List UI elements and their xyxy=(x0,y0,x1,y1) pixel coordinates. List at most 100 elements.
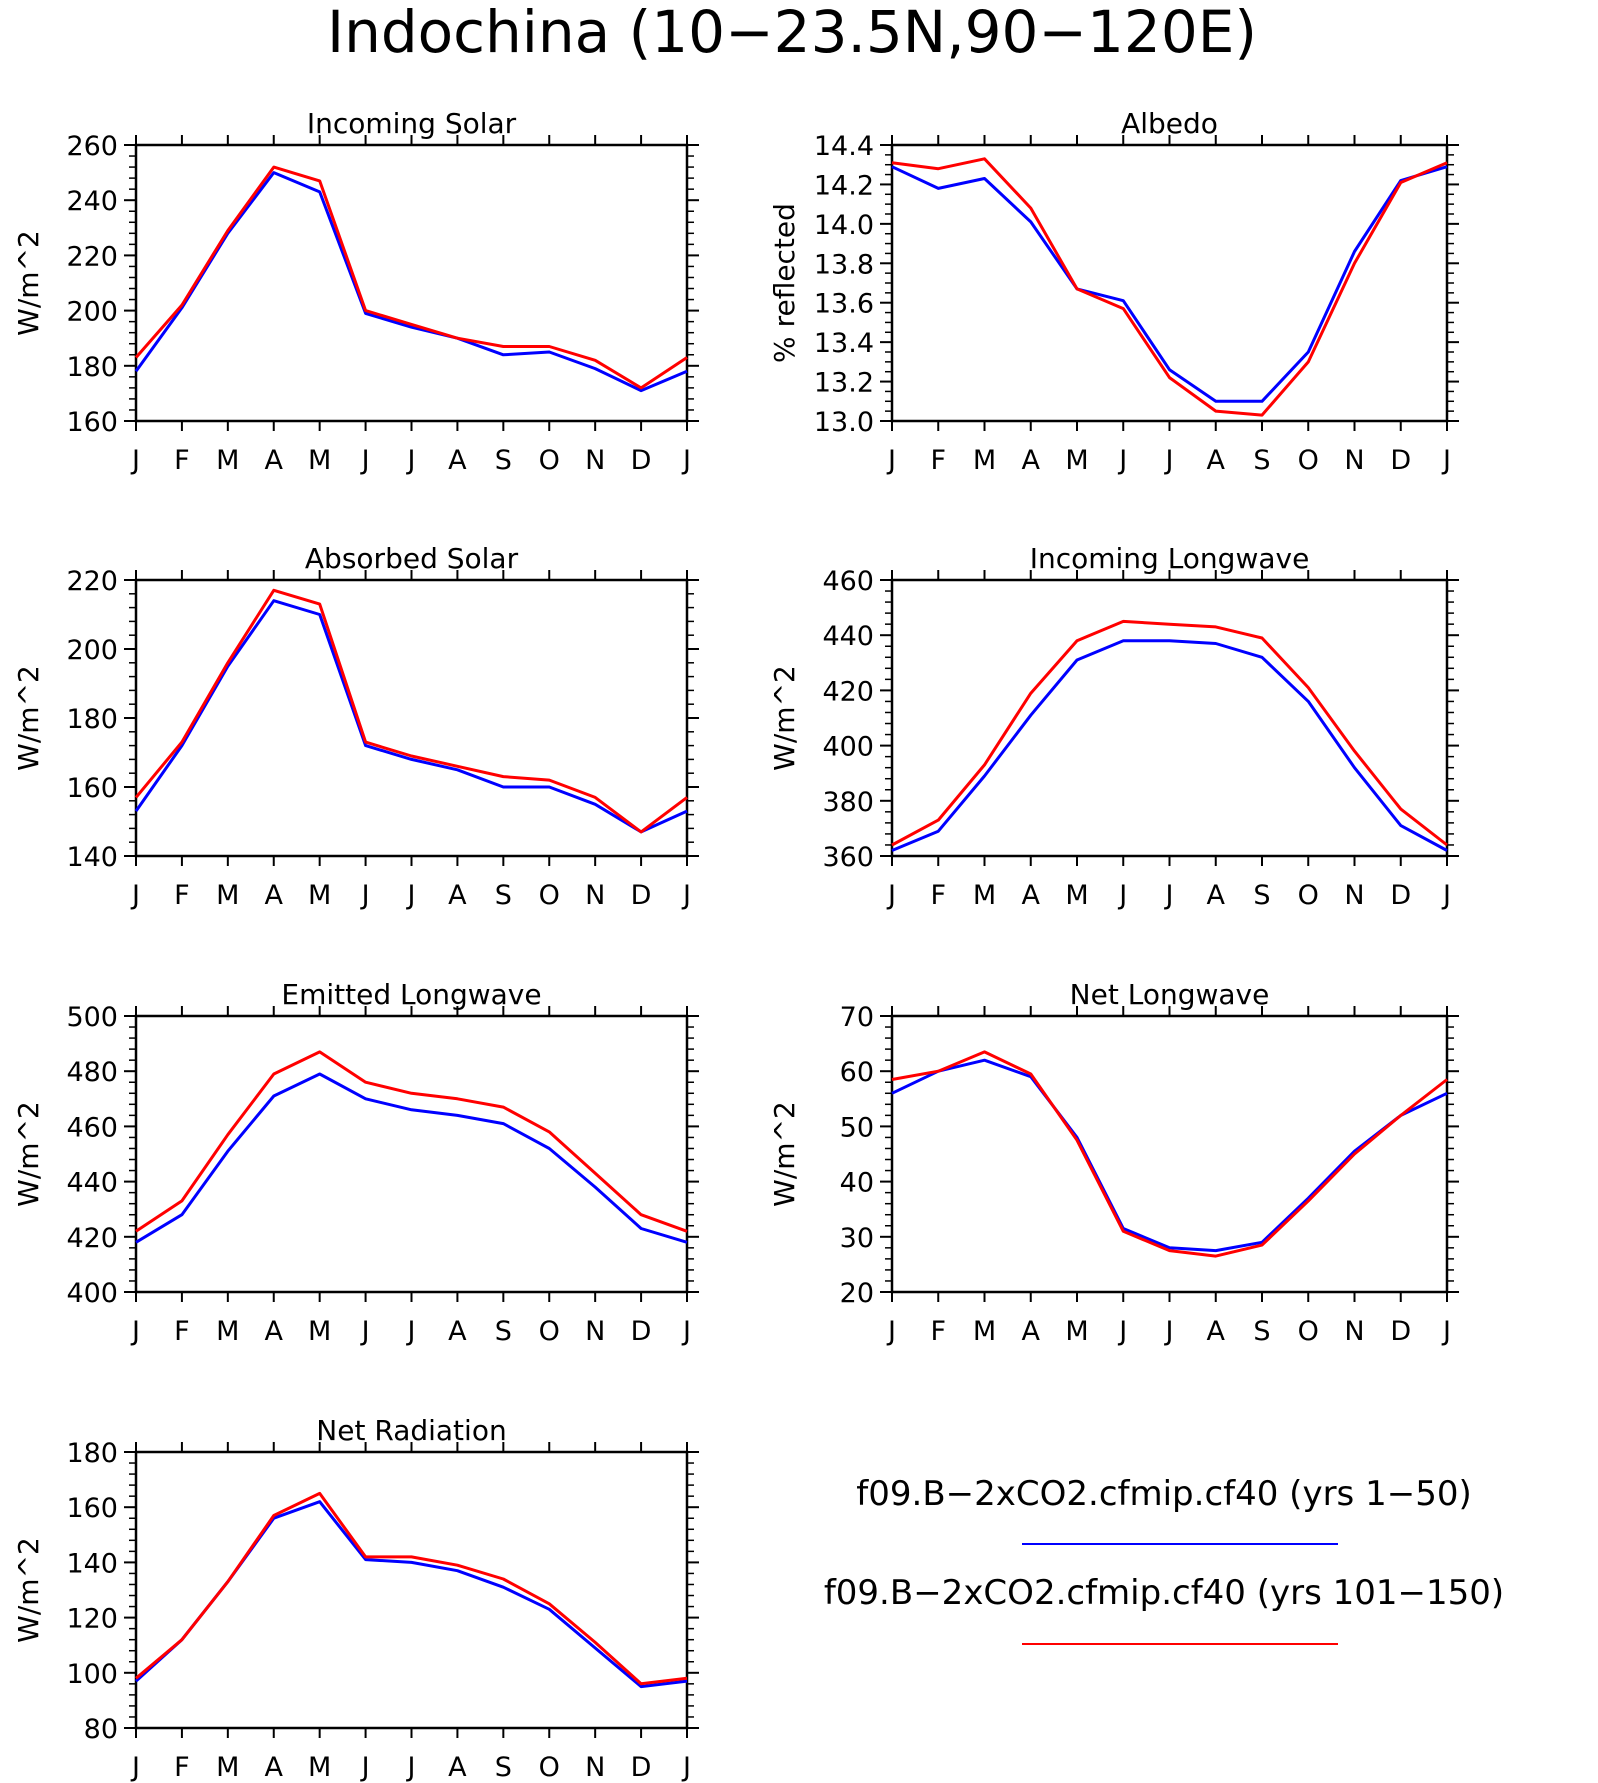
incoming-solar-xtick-label: J xyxy=(130,445,140,476)
net-radiation-ytick-label: 140 xyxy=(66,1548,118,1579)
absorbed-solar-xtick-label: J xyxy=(130,880,140,911)
albedo-series-2-line xyxy=(891,157,1448,417)
albedo-xtick-label: J xyxy=(1117,445,1127,476)
net-longwave-title: Net Longwave xyxy=(1070,978,1270,1011)
absorbed-solar-series-1-line xyxy=(134,599,688,834)
albedo-ylabel: % reflected xyxy=(768,203,801,363)
incoming-solar-xtick-label: J xyxy=(406,445,416,476)
incoming-longwave-ytick-label: 440 xyxy=(822,621,874,652)
incoming-solar-xtick-label: A xyxy=(265,445,284,476)
incoming-longwave-xtick-label: S xyxy=(1253,880,1270,911)
net-longwave-xtick-label: J xyxy=(886,1316,896,1347)
incoming-solar-frame xyxy=(134,143,689,423)
net-longwave-xtick-label: J xyxy=(1441,1316,1451,1347)
net-longwave-ylabel: W/m^2 xyxy=(768,1101,801,1207)
net-radiation-xtick-label: J xyxy=(681,1752,691,1783)
net-radiation-xtick-label: N xyxy=(585,1752,605,1783)
net-longwave-ytick-label: 70 xyxy=(840,1002,874,1033)
legend-label-2: f09.B−2xCO2.cfmip.cf40 (yrs 101−150) xyxy=(824,1573,1504,1613)
absorbed-solar-xtick-label: A xyxy=(265,880,284,911)
incoming-solar-xtick-label: D xyxy=(631,445,652,476)
albedo-xtick-label: J xyxy=(1164,445,1174,476)
net-radiation-xtick-label: F xyxy=(174,1752,190,1783)
net-radiation-ylabel: W/m^2 xyxy=(12,1537,45,1643)
net-radiation-title: Net Radiation xyxy=(316,1414,506,1447)
net-longwave-xtick-label: A xyxy=(1207,1316,1226,1347)
absorbed-solar-ytick-label: 200 xyxy=(66,635,118,666)
net-radiation-xtick-label: S xyxy=(495,1752,512,1783)
albedo-title: Albedo xyxy=(1121,107,1218,140)
incoming-solar-xtick-label: O xyxy=(539,445,560,476)
incoming-longwave-xtick-label: A xyxy=(1207,880,1226,911)
incoming-solar-ytick-label: 180 xyxy=(66,352,118,383)
albedo-xtick-label: N xyxy=(1344,445,1364,476)
net-longwave-xtick-label: J xyxy=(1164,1316,1174,1347)
emitted-longwave-ytick-label: 500 xyxy=(66,1002,118,1033)
emitted-longwave-xtick-label: F xyxy=(174,1316,190,1347)
net-longwave-series-1-line xyxy=(891,1058,1448,1253)
net-radiation-ytick-label: 100 xyxy=(66,1659,118,1690)
incoming-longwave-frame xyxy=(890,578,1449,858)
absorbed-solar-xtick-label: J xyxy=(406,880,416,911)
emitted-longwave-ytick-label: 460 xyxy=(66,1112,118,1143)
net-longwave-series-2-line xyxy=(891,1050,1448,1258)
net-radiation-xtick-label: J xyxy=(406,1752,416,1783)
albedo-frame xyxy=(890,143,1449,423)
incoming-longwave-title: Incoming Longwave xyxy=(1030,542,1310,575)
absorbed-solar-xtick-label: F xyxy=(174,880,190,911)
incoming-longwave-xtick-label: J xyxy=(886,880,896,911)
absorbed-solar-xtick-label: A xyxy=(448,880,467,911)
incoming-longwave-xtick-label: M xyxy=(1065,880,1088,911)
absorbed-solar-frame xyxy=(134,578,689,858)
net-longwave-xtick-label: D xyxy=(1390,1316,1411,1347)
emitted-longwave-ytick-label: 400 xyxy=(66,1278,118,1309)
net-radiation-xtick-label: J xyxy=(130,1752,140,1783)
net-radiation-xtick-label: M xyxy=(308,1752,331,1783)
absorbed-solar-ytick-label: 160 xyxy=(66,773,118,804)
emitted-longwave-xtick-label: J xyxy=(130,1316,140,1347)
absorbed-solar-xtick-label: M xyxy=(308,880,331,911)
net-longwave-ytick-label: 30 xyxy=(840,1223,874,1254)
absorbed-solar-title: Absorbed Solar xyxy=(305,542,519,575)
incoming-solar-xtick-label: J xyxy=(360,445,370,476)
absorbed-solar-ylabel: W/m^2 xyxy=(12,665,45,771)
incoming-solar-ytick-label: 200 xyxy=(66,297,118,328)
net-longwave-xtick-label: N xyxy=(1344,1316,1364,1347)
emitted-longwave-xtick-label: J xyxy=(360,1316,370,1347)
incoming-longwave-xtick-label: J xyxy=(1117,880,1127,911)
net-radiation-frame xyxy=(134,1450,689,1730)
incoming-longwave-ylabel: W/m^2 xyxy=(768,665,801,771)
net-radiation-series-2-line xyxy=(135,1491,688,1686)
albedo-xtick-label: A xyxy=(1022,445,1041,476)
emitted-longwave-xtick-label: S xyxy=(495,1316,512,1347)
incoming-solar-ytick-label: 240 xyxy=(66,186,118,217)
incoming-longwave-ytick-label: 400 xyxy=(822,732,874,763)
albedo-xtick-label: O xyxy=(1298,445,1319,476)
absorbed-solar-xtick-label: N xyxy=(585,880,605,911)
incoming-longwave-xtick-label: D xyxy=(1390,880,1411,911)
net-longwave-xtick-label: S xyxy=(1253,1316,1270,1347)
net-longwave-ytick-label: 20 xyxy=(840,1278,874,1309)
incoming-solar-xtick-label: M xyxy=(216,445,239,476)
albedo-xtick-label: J xyxy=(886,445,896,476)
albedo-xtick-label: M xyxy=(1065,445,1088,476)
emitted-longwave-xtick-label: J xyxy=(681,1316,691,1347)
albedo-xtick-label: S xyxy=(1253,445,1270,476)
albedo-xtick-label: D xyxy=(1390,445,1411,476)
absorbed-solar-xtick-label: J xyxy=(360,880,370,911)
albedo-xtick-label: A xyxy=(1207,445,1226,476)
emitted-longwave-frame xyxy=(134,1014,689,1294)
albedo-xtick-label: F xyxy=(930,445,946,476)
incoming-longwave-xtick-label: J xyxy=(1441,880,1451,911)
albedo-xtick-label: M xyxy=(973,445,996,476)
emitted-longwave-ytick-label: 420 xyxy=(66,1223,118,1254)
net-radiation-xtick-label: D xyxy=(631,1752,652,1783)
albedo-ytick-label: 13.0 xyxy=(814,407,874,438)
emitted-longwave-xtick-label: A xyxy=(448,1316,467,1347)
incoming-longwave-ytick-label: 360 xyxy=(822,842,874,873)
net-longwave-ytick-label: 50 xyxy=(840,1112,874,1143)
incoming-longwave-ytick-label: 380 xyxy=(822,787,874,818)
albedo-ytick-label: 14.4 xyxy=(814,131,874,162)
